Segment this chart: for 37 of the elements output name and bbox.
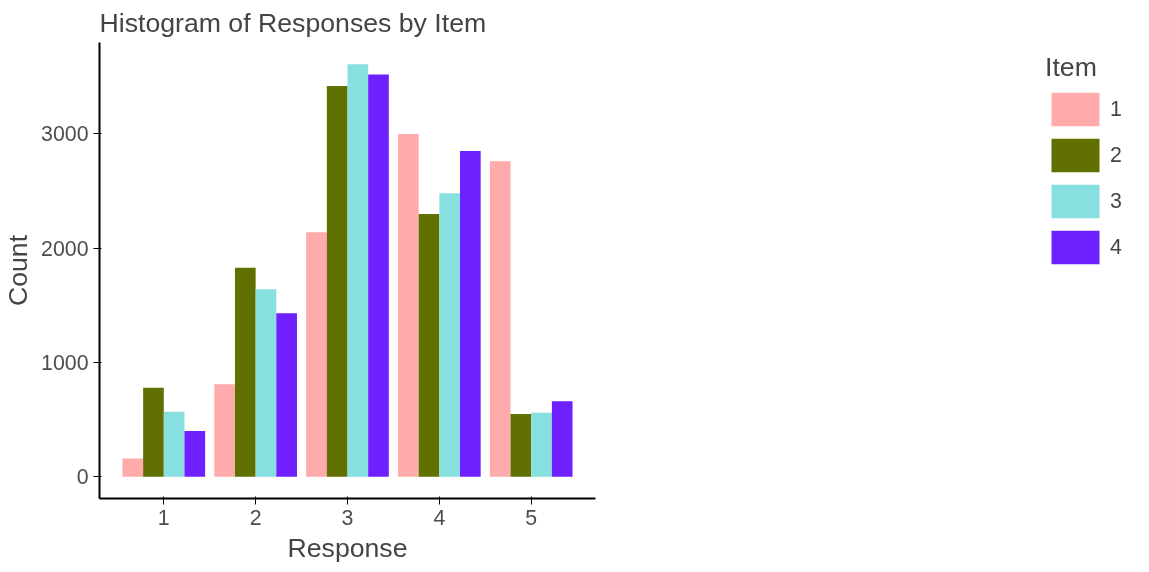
bar <box>489 161 511 477</box>
x-tick-label: 5 <box>525 505 538 530</box>
bar <box>143 387 164 477</box>
x-tick-label: 1 <box>157 505 170 530</box>
bar <box>439 193 461 477</box>
bar <box>163 411 185 477</box>
y-tick-label: 3000 <box>41 122 89 147</box>
y-tick-label: 1000 <box>41 351 89 375</box>
bar <box>255 289 277 477</box>
x-tick-label: 2 <box>249 505 262 530</box>
bar <box>306 232 327 477</box>
bar <box>184 431 206 477</box>
bar <box>347 64 369 477</box>
bar <box>531 412 552 477</box>
bar <box>418 213 440 477</box>
y-tick-label: 0 <box>76 465 89 490</box>
bar <box>368 74 389 477</box>
x-tick-label: 3 <box>341 505 354 530</box>
chart-title: Histogram of Responses by Item <box>99 7 487 38</box>
y-tick-label: 2000 <box>41 236 89 261</box>
bar <box>276 313 297 477</box>
bar <box>122 458 144 477</box>
legend-label: 1 <box>1110 96 1123 122</box>
y-axis-title: Count <box>3 234 34 307</box>
legend-label: 2 <box>1110 142 1123 168</box>
bar <box>214 384 235 477</box>
bar <box>326 85 348 477</box>
bar <box>510 413 532 477</box>
legend-label: 3 <box>1110 188 1123 214</box>
bar <box>234 267 256 477</box>
bar <box>398 133 419 477</box>
legend-label: 4 <box>1110 234 1123 260</box>
bar <box>551 401 573 477</box>
legend-title: Item <box>1045 52 1098 83</box>
bar <box>460 151 481 477</box>
x-axis-title: Response <box>287 532 408 563</box>
x-tick-label: 4 <box>433 505 446 530</box>
